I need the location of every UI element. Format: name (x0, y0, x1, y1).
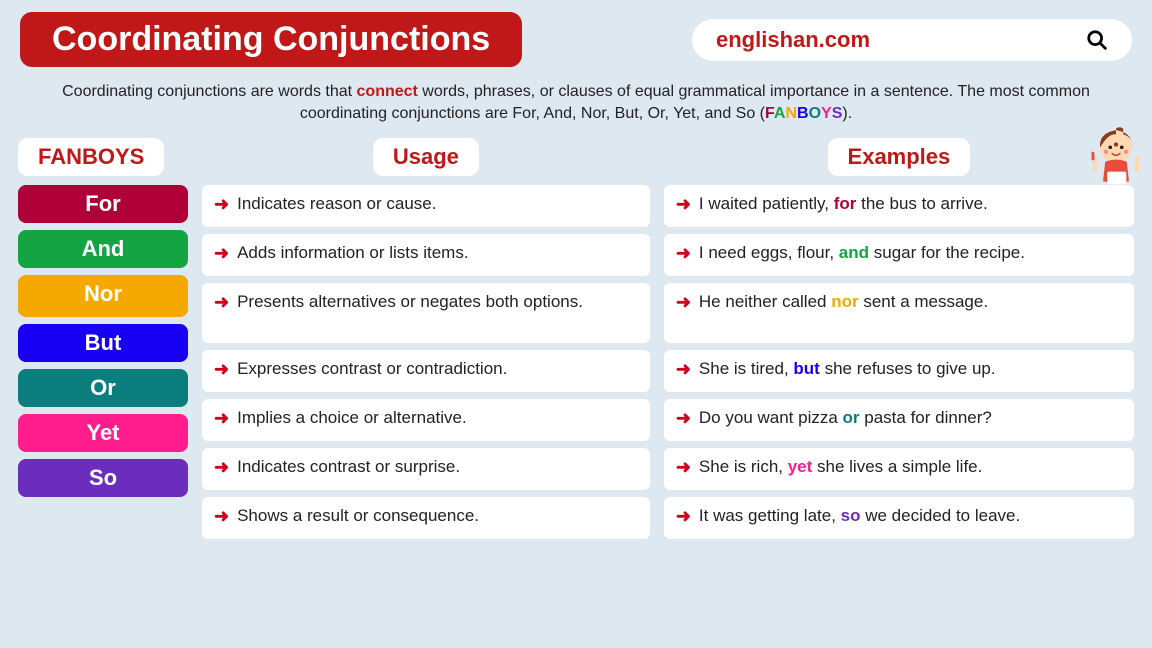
arrow-icon: ➜ (676, 407, 691, 430)
site-name: englishan.com (716, 27, 870, 53)
fanboy-pill: But (18, 324, 188, 362)
arrow-icon: ➜ (214, 407, 229, 430)
fanboy-pill: And (18, 230, 188, 268)
fanboy-pill: Yet (18, 414, 188, 452)
column-fanboys: FANBOYS For And Nor But Or Yet So (18, 138, 188, 539)
fanboy-pill: Nor (18, 275, 188, 317)
acronym-y: Y (821, 105, 832, 122)
arrow-icon: ➜ (214, 242, 229, 265)
usage-row: ➜ Expresses contrast or contradiction. (202, 350, 650, 392)
fanboy-pill: So (18, 459, 188, 497)
usage-text: Expresses contrast or contradiction. (237, 358, 507, 380)
usage-row: ➜ Adds information or lists items. (202, 234, 650, 276)
usage-row: ➜ Presents alternatives or negates both o… (202, 283, 650, 343)
usage-text: Shows a result or consequence. (237, 505, 479, 527)
header-fanboys: FANBOYS (18, 138, 164, 176)
acronym-a: A (774, 105, 786, 122)
desc-text3: ). (842, 105, 852, 122)
example-text: She is rich, yet she lives a simple life… (699, 456, 982, 478)
arrow-icon: ➜ (214, 291, 229, 314)
acronym-o: O (809, 105, 821, 122)
arrow-icon: ➜ (676, 193, 691, 216)
column-examples: Examples ➜ I waited patiently, for the bu… (664, 138, 1134, 539)
usage-row: ➜ Implies a choice or alternative. (202, 399, 650, 441)
example-text: He neither called nor sent a message. (699, 291, 988, 313)
usage-row: ➜ Shows a result or consequence. (202, 497, 650, 539)
fanboy-pill: Or (18, 369, 188, 407)
column-usage: Usage ➜ Indicates reason or cause. ➜ Adds i… (202, 138, 650, 539)
acronym-n: N (785, 105, 797, 122)
arrow-icon: ➜ (676, 291, 691, 314)
search-icon[interactable] (1086, 29, 1108, 51)
acronym-b: B (797, 105, 809, 122)
page-title: Coordinating Conjunctions (20, 12, 522, 67)
example-row: ➜ He neither called nor sent a message. (664, 283, 1134, 343)
arrow-icon: ➜ (676, 242, 691, 265)
usage-text: Indicates contrast or surprise. (237, 456, 460, 478)
usage-text: Implies a choice or alternative. (237, 407, 467, 429)
example-row: ➜ Do you want pizza or pasta for dinner? (664, 399, 1134, 441)
arrow-icon: ➜ (676, 358, 691, 381)
example-row: ➜ I waited patiently, for the bus to arri… (664, 185, 1134, 227)
desc-connect: connect (357, 83, 418, 100)
example-row: ➜ I need eggs, flour, and sugar for the r… (664, 234, 1134, 276)
example-text: I waited patiently, for the bus to arriv… (699, 193, 988, 215)
fanboy-pill: For (18, 185, 188, 223)
example-text: I need eggs, flour, and sugar for the re… (699, 242, 1025, 264)
arrow-icon: ➜ (214, 456, 229, 479)
example-text: She is tired, but she refuses to give up… (699, 358, 996, 380)
desc-text2: words, phrases, or clauses of equal gram… (300, 83, 1090, 122)
arrow-icon: ➜ (214, 358, 229, 381)
arrow-icon: ➜ (214, 505, 229, 528)
usage-text: Presents alternatives or negates both op… (237, 291, 583, 313)
content-grid: FANBOYS For And Nor But Or Yet So Usage ➜ Indic… (0, 138, 1152, 539)
mascot-icon (1080, 120, 1152, 192)
arrow-icon: ➜ (676, 505, 691, 528)
header-row: Coordinating Conjunctions englishan.com (0, 0, 1152, 75)
acronym-f: F (765, 105, 774, 122)
example-text: It was getting late, so we decided to le… (699, 505, 1020, 527)
usage-text: Indicates reason or cause. (237, 193, 436, 215)
example-row: ➜ She is rich, yet she lives a simple lif… (664, 448, 1134, 490)
header-examples: Examples (828, 138, 971, 176)
example-text: Do you want pizza or pasta for dinner? (699, 407, 992, 429)
arrow-icon: ➜ (676, 456, 691, 479)
acronym-s: S (832, 105, 843, 122)
example-row: ➜ She is tired, but she refuses to give u… (664, 350, 1134, 392)
usage-row: ➜ Indicates contrast or surprise. (202, 448, 650, 490)
example-row: ➜ It was getting late, so we decided to l… (664, 497, 1134, 539)
arrow-icon: ➜ (214, 193, 229, 216)
desc-text: Coordinating conjunctions are words that (62, 83, 356, 100)
site-pill: englishan.com (692, 19, 1132, 61)
usage-row: ➜ Indicates reason or cause. (202, 185, 650, 227)
header-usage: Usage (373, 138, 479, 176)
description: Coordinating conjunctions are words that… (0, 75, 1152, 138)
usage-text: Adds information or lists items. (237, 242, 468, 264)
